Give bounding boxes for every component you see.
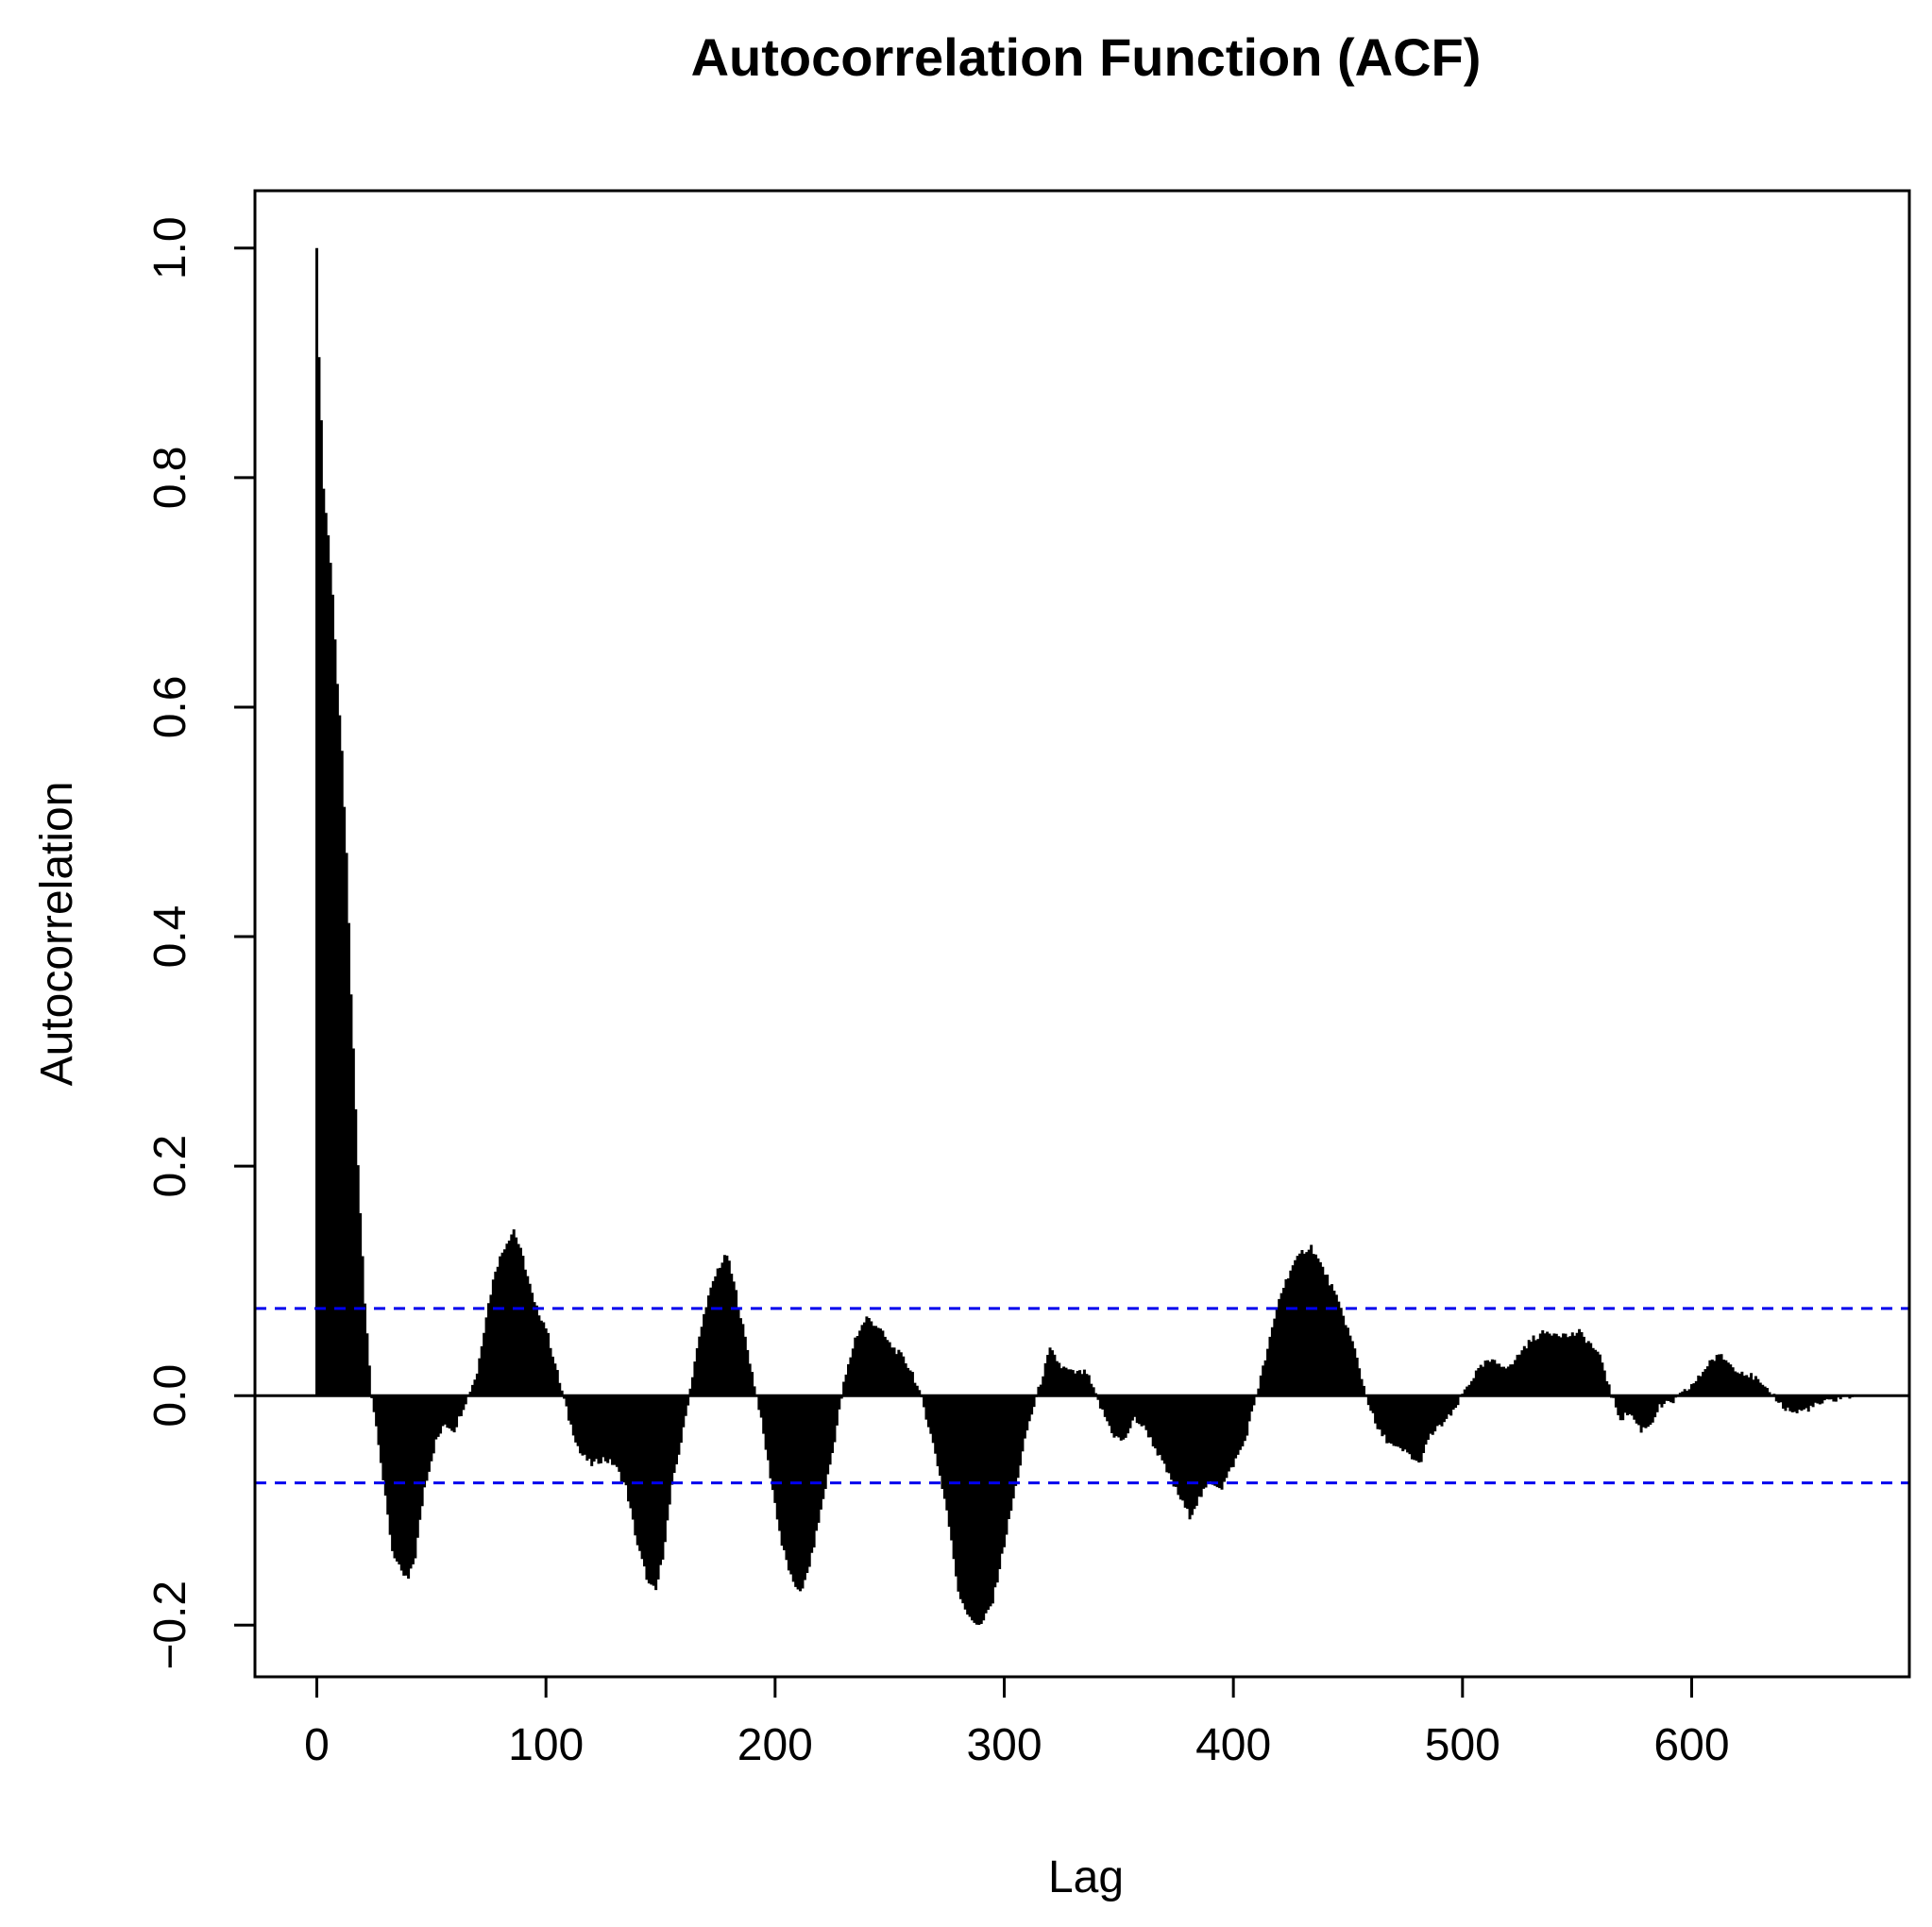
x-tick-label: 600 — [1653, 1720, 1729, 1770]
y-tick-label: −0.2 — [145, 1580, 195, 1670]
y-tick-label: 0.6 — [145, 676, 195, 739]
y-tick-label: 0.8 — [145, 446, 195, 509]
acf-bars — [315, 247, 1854, 1626]
y-axis-label: Autocorrelation — [32, 782, 82, 1087]
y-tick-label: 0.4 — [145, 905, 195, 969]
y-tick-label: 0.2 — [145, 1135, 195, 1198]
y-tick-label: 1.0 — [145, 216, 195, 279]
x-tick-label: 0 — [304, 1720, 330, 1770]
x-axis: 0 100 200 300 400 500 600 — [304, 1675, 1730, 1770]
x-axis-label: Lag — [1048, 1852, 1124, 1902]
x-tick-label: 200 — [737, 1720, 813, 1770]
y-axis: −0.2 0.0 0.2 0.4 0.6 0.8 1.0 — [145, 216, 257, 1670]
y-tick-label: 0.0 — [145, 1364, 195, 1428]
x-tick-label: 300 — [966, 1720, 1042, 1770]
chart-title: Autocorrelation Function (ACF) — [691, 27, 1482, 87]
reference-lines — [255, 1307, 1909, 1485]
x-tick-label: 100 — [508, 1720, 584, 1770]
x-tick-label: 400 — [1195, 1720, 1271, 1770]
x-tick-label: 500 — [1425, 1720, 1500, 1770]
